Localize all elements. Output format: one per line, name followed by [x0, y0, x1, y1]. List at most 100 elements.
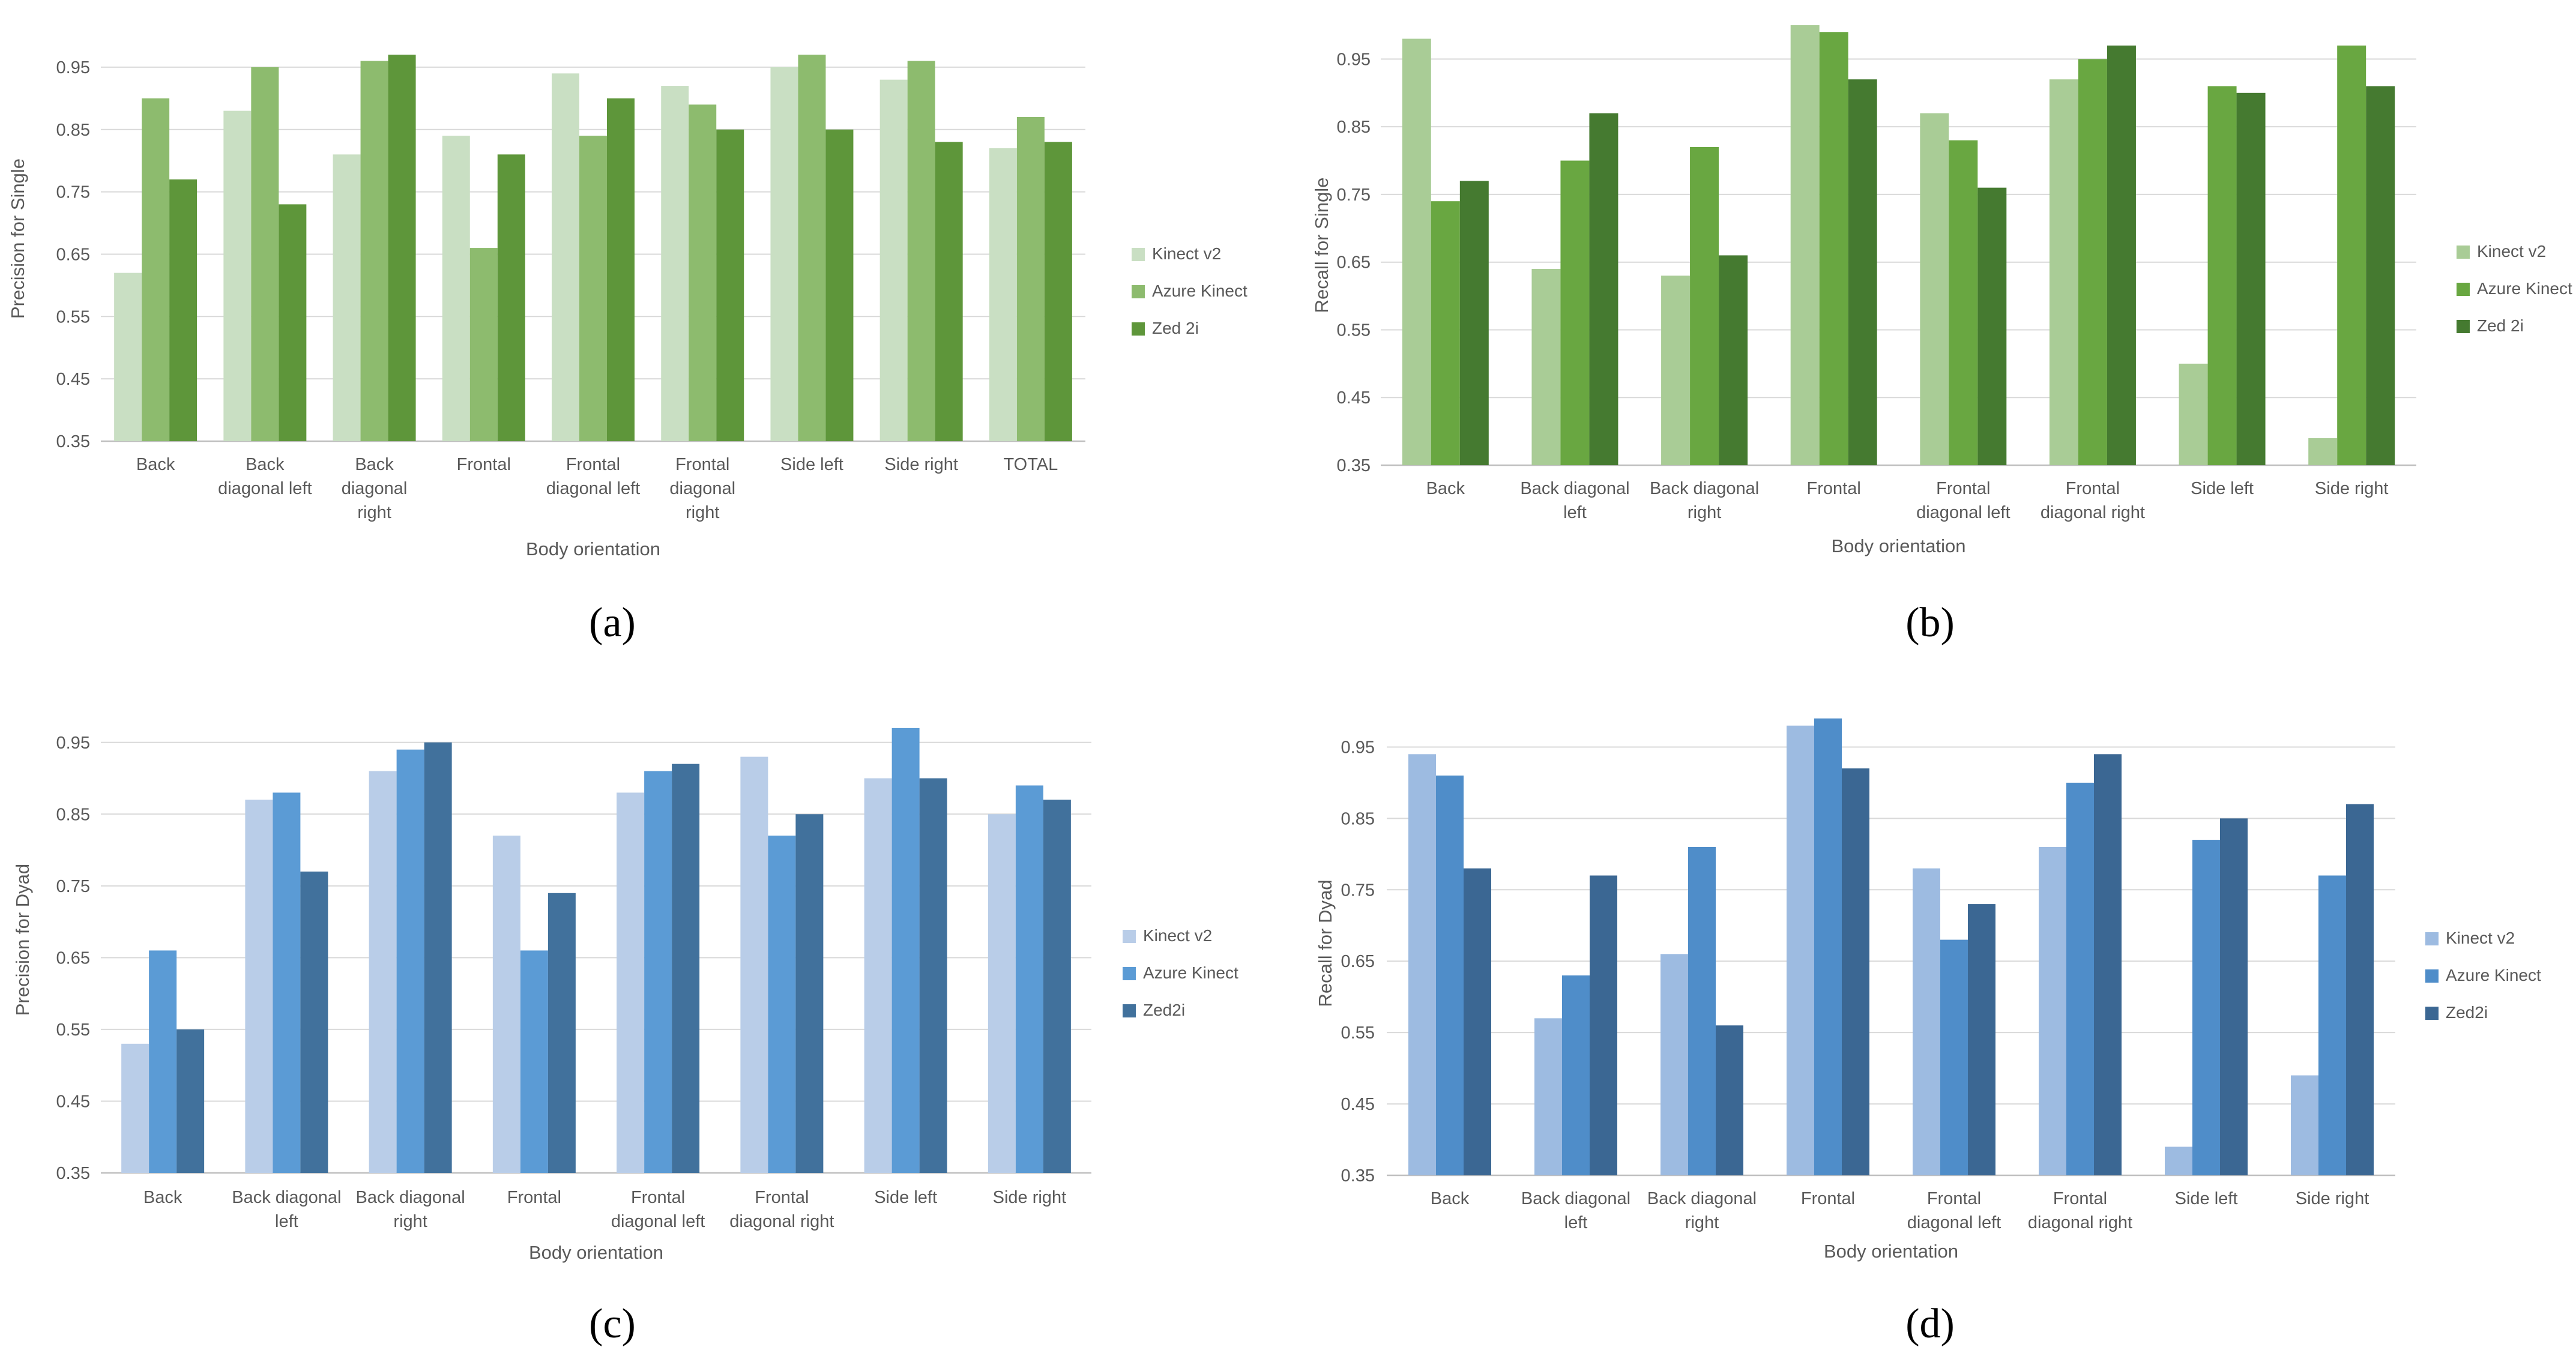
x-tick-label-line: Side left	[780, 455, 843, 474]
y-axis-title: Recall for Single	[1311, 178, 1332, 313]
x-tick-label-line: Back diagonal	[1520, 479, 1629, 498]
y-tick-label: 0.95	[1337, 50, 1371, 69]
x-tick-label-line: Frontal	[1801, 1189, 1855, 1208]
bar-kinect-v2-7	[879, 79, 908, 441]
x-tick-label: Frontal diagonal right	[669, 455, 735, 522]
bar-kinect-v2-2	[333, 154, 361, 441]
x-tick-label-line: left	[275, 1212, 298, 1231]
legend-label: Kinect v2	[1143, 926, 1212, 945]
x-tick-label: Back diagonal left	[232, 1188, 341, 1231]
y-tick-label: 0.65	[56, 948, 90, 968]
x-tick-label-line: diagonal	[342, 479, 408, 498]
legend-swatch	[1132, 248, 1145, 261]
bar-kinect-v2-6	[2179, 363, 2208, 465]
bar-zed2i-1	[1590, 875, 1617, 1175]
bar-zed-2i-3	[497, 154, 525, 441]
legend-label: Zed 2i	[1152, 319, 1199, 337]
bar-kinect-v2-0	[121, 1043, 149, 1173]
bar-azure-kinect-5	[689, 104, 717, 441]
x-tick-label-line: Back diagonal	[1521, 1189, 1630, 1208]
x-tick-label-line: right	[393, 1212, 427, 1231]
bar-azure-kinect-6	[891, 728, 920, 1173]
y-tick-label: 0.65	[1337, 253, 1371, 273]
x-tick-label: Frontal diagonal left	[1916, 479, 2010, 522]
y-tick-label: 0.45	[56, 1092, 90, 1111]
x-axis-title: Body orientation	[1824, 1241, 1958, 1262]
bar-zed-2i-2	[1719, 255, 1748, 465]
bar-zed-2i-1	[1589, 113, 1618, 466]
panel-label: (d)	[1905, 1301, 1955, 1347]
x-tick-label-line: Frontal	[1807, 479, 1861, 498]
bar-kinect-v2-6	[864, 778, 892, 1173]
x-tick-label-line: Back	[143, 1188, 182, 1207]
x-tick-label-line: Frontal	[675, 455, 729, 474]
x-tick-label: Back diagonal left	[1520, 479, 1629, 522]
legend-label: Kinect v2	[2446, 929, 2515, 947]
bar-zed-2i-3	[1848, 79, 1877, 465]
x-axis-title: Body orientation	[526, 538, 660, 559]
x-tick-label: Back	[1426, 479, 1465, 498]
bar-azure-kinect-8	[1016, 117, 1045, 441]
bar-kinect-v2-2	[369, 771, 397, 1173]
legend-label: Kinect v2	[2477, 242, 2546, 261]
x-tick-label-line: Back	[1431, 1189, 1470, 1208]
x-tick-label-line: Frontal	[507, 1188, 561, 1207]
x-axis-title: Body orientation	[1831, 535, 1965, 556]
legend-swatch	[2425, 1007, 2439, 1020]
bar-azure-kinect-3	[1814, 718, 1842, 1175]
bar-zed-2i-6	[2236, 92, 2266, 465]
x-tick-label: TOTAL	[1003, 455, 1058, 474]
bar-kinect-v2-1	[245, 800, 273, 1173]
x-tick-label: Side left	[874, 1188, 937, 1207]
bar-azure-kinect-0	[142, 98, 170, 441]
bar-kinect-v2-7	[2308, 438, 2338, 465]
panel-label: (c)	[589, 1301, 636, 1347]
x-tick-label: Back diagonal left	[218, 455, 312, 498]
legend-label: Zed 2i	[2477, 316, 2524, 335]
bar-zed-2i-8	[1044, 142, 1072, 442]
bar-kinect-v2-7	[2291, 1075, 2318, 1175]
bar-zed-2i-0	[169, 179, 198, 441]
x-tick-label: Frontal diagonal left	[1907, 1189, 2001, 1232]
legend-label: Azure Kinect	[1143, 963, 1238, 982]
x-tick-label-line: Side left	[874, 1188, 937, 1207]
legend-swatch	[1132, 322, 1145, 336]
y-tick-label: 0.95	[56, 58, 90, 77]
bar-kinect-v2-5	[2049, 79, 2078, 465]
y-tick-label: 0.55	[1337, 321, 1371, 340]
bar-kinect-v2-1	[1531, 268, 1561, 465]
y-tick-label: 0.35	[56, 432, 90, 451]
y-tick-label: 0.55	[1341, 1023, 1375, 1043]
bar-azure-kinect-2	[1690, 146, 1719, 465]
bar-zed2i-4	[672, 764, 700, 1173]
legend-label: Zed2i	[1143, 1001, 1185, 1019]
x-tick-label-line: diagonal right	[2028, 1213, 2132, 1232]
bar-kinect-v2-3	[1787, 725, 1814, 1175]
bar-kinect-v2-0	[1402, 38, 1431, 466]
x-tick-label-line: diagonal	[669, 479, 735, 498]
x-tick-label-line: Back diagonal	[1647, 1189, 1757, 1208]
x-tick-label-line: Side right	[2315, 479, 2389, 498]
panel-label: (b)	[1905, 600, 1955, 646]
x-tick-label-line: diagonal left	[611, 1212, 705, 1231]
chart-panel-c: 0.35 0.45 0.55 0.65 0.75 0.85 0.95 Back Back dia…	[12, 728, 1238, 1347]
x-tick-label: Side left	[780, 455, 843, 474]
bar-zed2i-3	[547, 893, 576, 1173]
x-tick-label-line: right	[1685, 1213, 1719, 1232]
x-tick-label-line: Back diagonal	[232, 1188, 341, 1207]
x-tick-label-line: left	[1563, 503, 1587, 522]
y-tick-label: 0.85	[56, 121, 90, 140]
legend-swatch	[2457, 320, 2470, 333]
chart-panel-b: 0.35 0.45 0.55 0.65 0.75 0.85 0.95 Back Back dia…	[1311, 25, 2572, 646]
legend-swatch	[1132, 285, 1145, 298]
bar-zed2i-4	[1968, 904, 1995, 1175]
bar-azure-kinect-1	[251, 67, 279, 441]
x-tick-label-line: diagonal left	[1916, 503, 2010, 522]
legend-label: Azure Kinect	[1152, 282, 1247, 300]
bar-zed-2i-7	[935, 142, 963, 442]
y-tick-label: 0.35	[1337, 456, 1371, 475]
x-tick-label-line: right	[686, 503, 719, 522]
bar-kinect-v2-0	[114, 273, 142, 441]
bar-azure-kinect-7	[1015, 785, 1043, 1173]
